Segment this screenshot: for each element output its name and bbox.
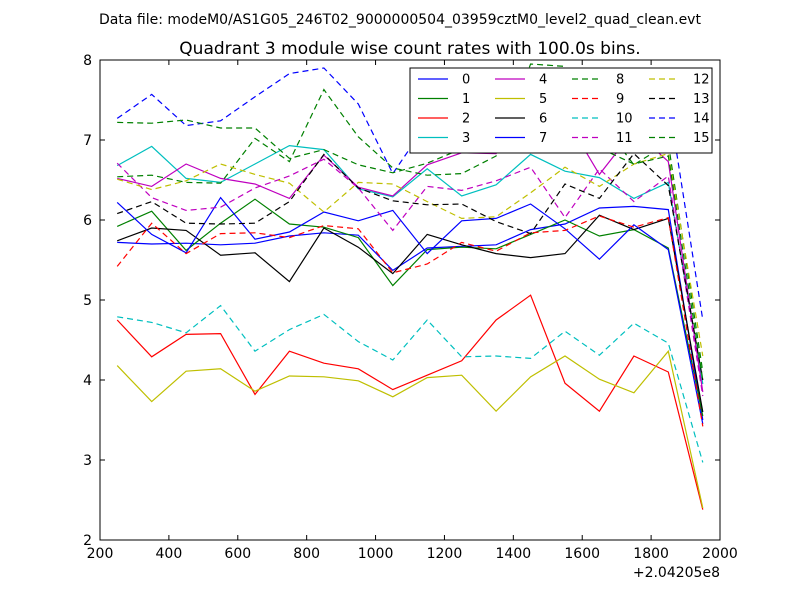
y-tick-label-4: 4 xyxy=(83,373,92,389)
legend-label-1: 1 xyxy=(462,92,470,107)
legend-label-0: 0 xyxy=(462,73,470,88)
series-line-0 xyxy=(117,205,704,421)
legend-label-14: 14 xyxy=(693,112,710,127)
series-line-12 xyxy=(117,152,704,357)
chart-title: Quadrant 3 module wise count rates with … xyxy=(179,39,640,59)
x-tick-label-1800: 1800 xyxy=(633,546,669,562)
y-tick-label-6: 6 xyxy=(83,213,92,229)
series-line-4 xyxy=(117,108,704,393)
series-line-1 xyxy=(116,198,704,417)
y-tick-label-5: 5 xyxy=(83,293,92,309)
series-line-3 xyxy=(116,144,704,385)
y-tick-label-2: 2 xyxy=(83,533,92,549)
x-axis-offset-label: +2.04205e8 xyxy=(633,565,720,581)
x-tick-label-400: 400 xyxy=(156,546,183,562)
series-line-13 xyxy=(117,152,704,381)
legend-label-4: 4 xyxy=(539,73,547,88)
series-line-9 xyxy=(116,215,704,427)
legend-label-10: 10 xyxy=(616,112,633,127)
y-tick-label-3: 3 xyxy=(83,453,92,469)
series-line-7 xyxy=(116,196,704,425)
series-line-5 xyxy=(116,349,704,509)
series-line-11 xyxy=(116,158,704,397)
legend-label-3: 3 xyxy=(462,131,470,146)
series-layer xyxy=(116,63,704,510)
legend-label-12: 12 xyxy=(693,73,710,88)
axes-layer: 200 400 600 800 1000 1200 1400 1600 1800 2000 2 3 4 5… xyxy=(83,53,738,562)
legend-label-6: 6 xyxy=(539,112,547,127)
x-tick-label-1600: 1600 xyxy=(564,546,600,562)
x-tick-label-1000: 1000 xyxy=(358,546,394,562)
legend-label-13: 13 xyxy=(693,92,710,107)
x-tick-label-800: 800 xyxy=(293,546,320,562)
suptitle: Data file: modeM0/AS1G05_246T02_90000005… xyxy=(99,12,701,28)
x-tick-label-2000: 2000 xyxy=(702,546,738,562)
legend-label-11: 11 xyxy=(616,131,633,146)
x-tick-label-600: 600 xyxy=(224,546,251,562)
legend-label-2: 2 xyxy=(462,112,470,127)
legend-label-5: 5 xyxy=(539,92,547,107)
legend-label-15: 15 xyxy=(693,131,710,146)
x-tick-label-1200: 1200 xyxy=(427,546,463,562)
y-tick-label-8: 8 xyxy=(83,53,92,69)
legend-label-7: 7 xyxy=(539,131,547,146)
x-tick-label-200: 200 xyxy=(87,546,114,562)
legend-box xyxy=(409,67,713,154)
x-tick-label-1400: 1400 xyxy=(496,546,532,562)
series-line-2 xyxy=(116,294,704,510)
legend-label-9: 9 xyxy=(616,92,624,107)
y-tick-label-7: 7 xyxy=(83,133,92,149)
legend-label-8: 8 xyxy=(616,73,624,88)
